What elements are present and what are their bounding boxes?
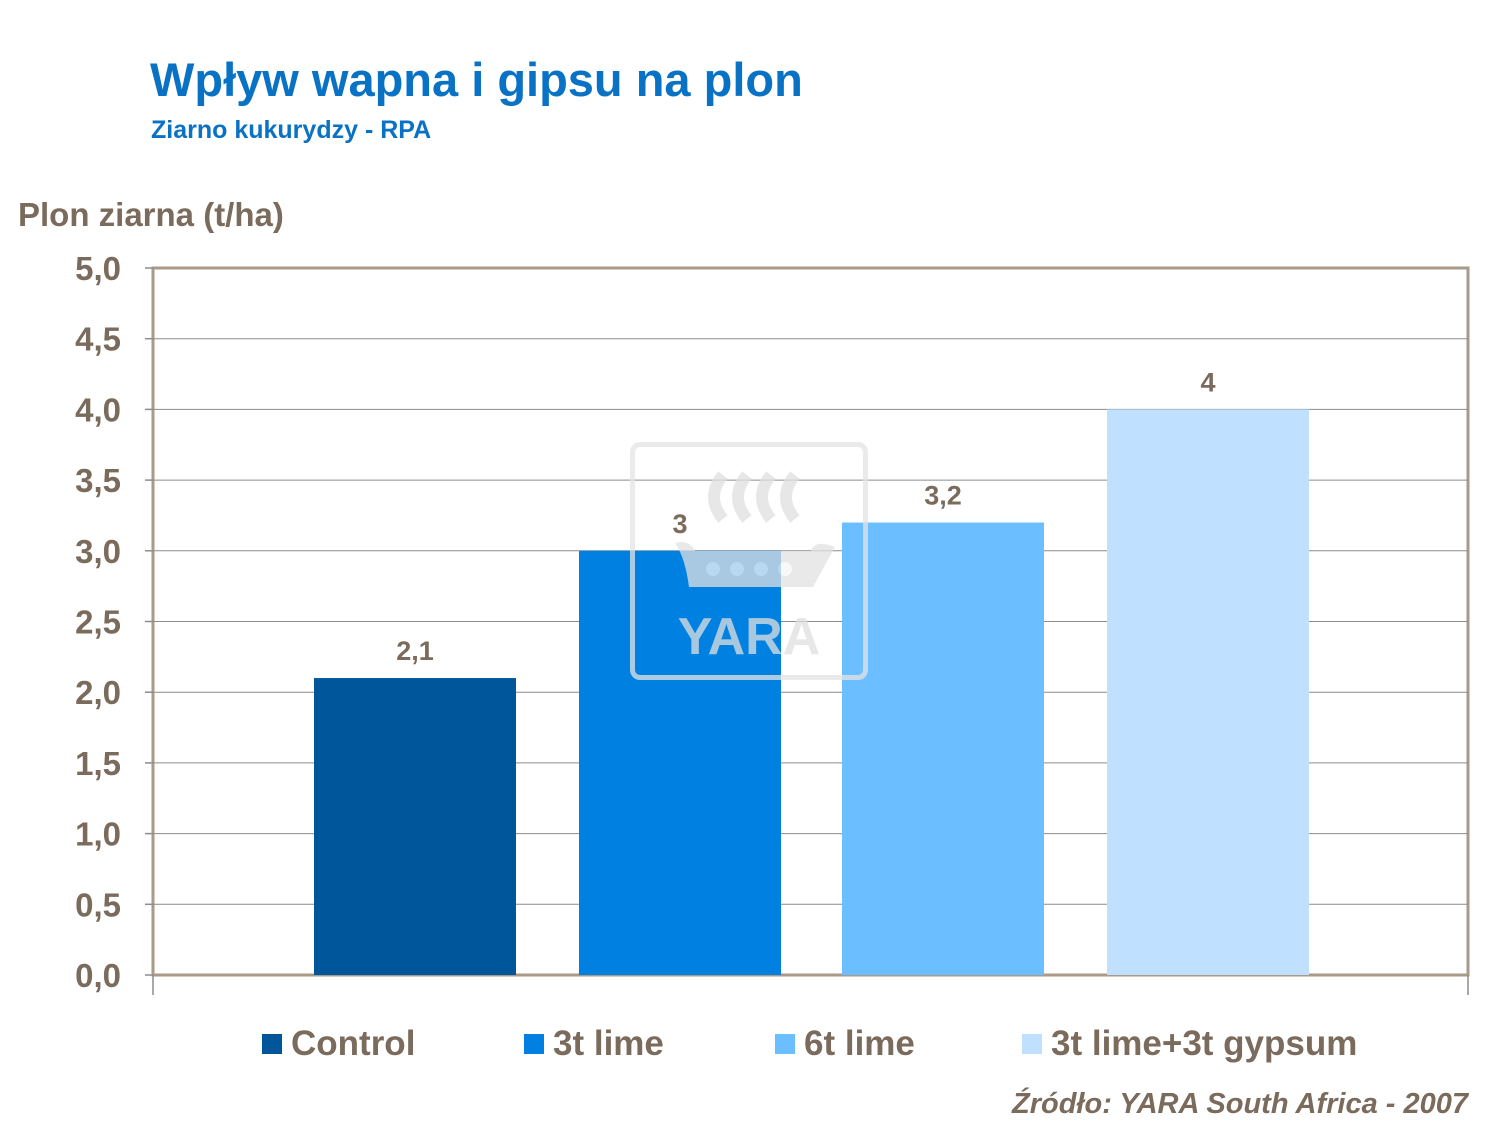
bar-3t-lime — [579, 550, 781, 975]
y-tick-label: 2,0 — [75, 674, 121, 711]
yara-ship-icon — [675, 471, 835, 587]
y-tick-label: 4,0 — [75, 391, 121, 428]
data-label: 3,2 — [924, 481, 962, 511]
y-tick-label: 1,5 — [75, 745, 121, 782]
legend-item: 3t lime+3t gypsum — [1022, 1024, 1357, 1064]
legend-swatch — [1022, 1034, 1042, 1054]
y-tick-label: 0,5 — [75, 886, 121, 923]
y-tick-label: 0,0 — [75, 957, 121, 994]
y-tick-label: 1,0 — [75, 816, 121, 853]
bar-control — [314, 678, 516, 975]
bar-6t-lime — [842, 522, 1044, 975]
chart-subtitle: Ziarno kukurydzy - RPA — [151, 116, 432, 144]
source-note: Źródło: YARA South Africa - 2007 — [1012, 1088, 1468, 1120]
legend-swatch — [262, 1034, 282, 1054]
bar-3t-lime-3t-gypsum — [1107, 409, 1309, 975]
y-tick-label: 2,5 — [75, 604, 121, 641]
y-axis-label: Plon ziarna (t/ha) — [18, 196, 284, 233]
legend-label: Control — [291, 1024, 416, 1063]
legend-label: 3t lime+3t gypsum — [1051, 1024, 1358, 1063]
legend-label: 6t lime — [804, 1024, 915, 1063]
watermark-text: YARA — [677, 608, 821, 666]
legend-item: Control — [262, 1024, 415, 1064]
legend-label: 3t lime — [553, 1024, 664, 1063]
legend-swatch — [524, 1034, 544, 1054]
bar-chart: 0,0 0,5 1,0 1,5 2,0 2,5 3,0 3,5 4,0 4,5 5,0 2,1 3 3,2… — [75, 250, 1470, 995]
y-tick-label: 3,0 — [75, 533, 121, 570]
data-label: 2,1 — [396, 636, 434, 666]
chart-legend: Control 3t lime 6t lime 3t lime+3t gypsum — [0, 1024, 1500, 1068]
legend-item: 6t lime — [775, 1024, 915, 1064]
data-label: 4 — [1200, 367, 1215, 397]
yara-logo-watermark: YARA — [630, 442, 868, 680]
y-tick-label: 3,5 — [75, 462, 121, 499]
data-label: 3 — [672, 509, 687, 539]
y-tick-label: 4,5 — [75, 321, 121, 358]
chart-title: Wpływ wapna i gipsu na plon — [150, 53, 803, 106]
legend-item: 3t lime — [524, 1024, 664, 1064]
legend-swatch — [775, 1034, 795, 1054]
y-tick-label: 5,0 — [75, 250, 121, 287]
